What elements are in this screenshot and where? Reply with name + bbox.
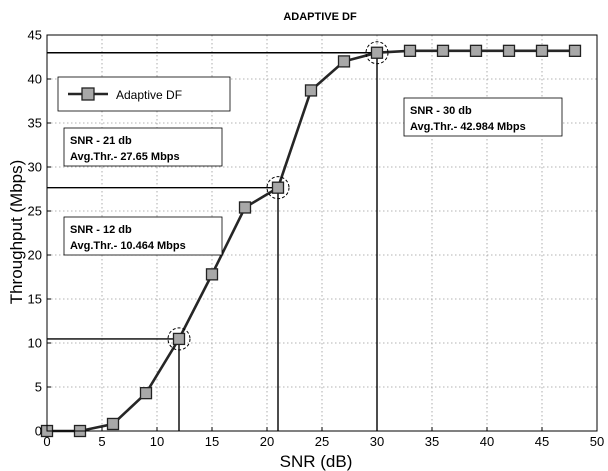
legend-label: Adaptive DF bbox=[116, 88, 182, 102]
annotation-box bbox=[63, 216, 223, 256]
data-point bbox=[502, 44, 516, 57]
data-point bbox=[337, 55, 351, 68]
data-point bbox=[403, 44, 417, 57]
y-tick-label: 5 bbox=[35, 380, 42, 395]
annotation-snr-30: SNR - 30 db Avg.Thr.- 42.984 Mbps bbox=[403, 97, 563, 137]
x-tick-label: 50 bbox=[590, 434, 604, 449]
x-tick-label: 0 bbox=[43, 434, 50, 449]
y-tick-label: 30 bbox=[28, 160, 42, 175]
x-tick-label: 10 bbox=[150, 434, 164, 449]
y-axis-label: Throughput (Mbps) bbox=[7, 160, 26, 305]
annotation-line-2: Avg.Thr.- 10.464 Mbps bbox=[70, 240, 186, 252]
x-tick-label: 25 bbox=[315, 434, 329, 449]
data-point bbox=[139, 387, 153, 400]
legend: Adaptive DF bbox=[57, 76, 231, 112]
data-point bbox=[370, 46, 384, 59]
annotation-line-2: Avg.Thr.- 27.65 Mbps bbox=[70, 151, 180, 163]
data-point bbox=[205, 268, 219, 281]
y-tick-label: 45 bbox=[28, 28, 42, 43]
annotation-snr-12: SNR - 12 db Avg.Thr.- 10.464 Mbps bbox=[63, 216, 223, 256]
annotation-line-1: SNR - 12 db bbox=[70, 224, 132, 236]
plot-frame bbox=[46, 34, 598, 432]
annotation-line-2: Avg.Thr.- 42.984 Mbps bbox=[410, 121, 526, 133]
data-point bbox=[172, 332, 186, 346]
y-tick-label: 20 bbox=[28, 248, 42, 263]
x-tick-label: 15 bbox=[205, 434, 219, 449]
x-axis-label: SNR (dB) bbox=[280, 452, 353, 471]
data-point bbox=[238, 201, 252, 214]
data-point bbox=[436, 44, 450, 57]
y-tick-label: 25 bbox=[28, 204, 42, 219]
data-point bbox=[304, 84, 318, 97]
y-tick-label: 35 bbox=[28, 116, 42, 131]
highlight-circle bbox=[365, 41, 389, 65]
annotation-line-1: SNR - 30 db bbox=[410, 105, 472, 117]
x-tick-label: 30 bbox=[370, 434, 384, 449]
data-point bbox=[469, 44, 483, 57]
reference-lines bbox=[47, 52, 378, 431]
chart-title: ADAPTIVE DF bbox=[283, 11, 357, 23]
annotation-box bbox=[63, 127, 223, 167]
y-tick-label: 40 bbox=[28, 72, 42, 87]
y-tick-label: 0 bbox=[35, 424, 42, 439]
x-tick-label: 45 bbox=[535, 434, 549, 449]
annotation-line-1: SNR - 21 db bbox=[70, 135, 132, 147]
highlight-circle bbox=[266, 176, 290, 200]
series-layer bbox=[40, 41, 582, 438]
data-point bbox=[535, 44, 549, 57]
legend-marker-swatch bbox=[81, 87, 95, 101]
annotation-box bbox=[403, 97, 563, 137]
x-tick-label: 5 bbox=[98, 434, 105, 449]
x-tick-label: 20 bbox=[260, 434, 274, 449]
x-tick-label: 35 bbox=[425, 434, 439, 449]
x-tick-label: 40 bbox=[480, 434, 494, 449]
tick-labels: 0 5 10 15 20 25 30 35 40 45 50 0 5 10 15 20 25 30 35 40 45 bbox=[28, 28, 605, 450]
data-point bbox=[106, 417, 120, 431]
highlight-circle bbox=[167, 327, 191, 351]
annotation-snr-21: SNR - 21 db Avg.Thr.- 27.65 Mbps bbox=[63, 127, 223, 167]
y-tick-label: 15 bbox=[28, 292, 42, 307]
y-tick-label: 10 bbox=[28, 336, 42, 351]
data-point bbox=[568, 44, 582, 57]
data-point bbox=[271, 181, 285, 194]
